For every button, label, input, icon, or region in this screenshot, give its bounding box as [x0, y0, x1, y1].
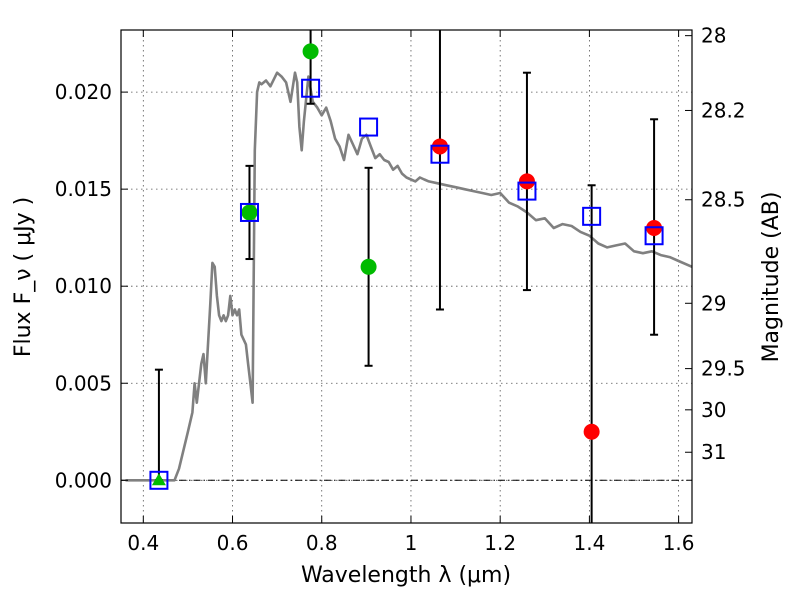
grid-lines — [121, 30, 692, 523]
y-tick-label: 0.015 — [55, 177, 112, 201]
y-axis-ticks: 0.000 0.005 0.010 0.015 0.020 — [55, 80, 128, 492]
x-tick-label: 1.6 — [663, 531, 695, 555]
y-tick-label: 0.000 — [55, 468, 112, 492]
x-axis-label: Wavelength λ (μm) — [301, 563, 511, 588]
magnitude-tick-label: 28.2 — [701, 98, 746, 122]
observed-point-green — [360, 258, 377, 275]
model-band-square — [239, 202, 259, 222]
x-tick-label: 1.2 — [484, 531, 516, 555]
magnitude-axis-ticks: 28 28.2 28.5 29 29.5 30 31 — [685, 24, 746, 464]
model-band-square — [149, 470, 169, 490]
x-tick-label: 0.6 — [217, 531, 249, 555]
model-spectrum-line — [125, 71, 693, 482]
magnitude-tick-label: 28.5 — [701, 188, 746, 212]
observed-point-triangle — [151, 473, 166, 486]
y-tick-label: 0.010 — [55, 274, 112, 298]
x-tick-label: 1.4 — [573, 531, 605, 555]
model-band-square — [644, 226, 664, 246]
magnitude-tick-label: 30 — [701, 398, 726, 422]
observed-point-red — [518, 173, 535, 190]
magnitude-tick-label: 29.5 — [701, 357, 746, 381]
error-bars — [154, 30, 659, 523]
magnitude-tick-label: 29 — [701, 291, 726, 315]
y-tick-label: 0.005 — [55, 371, 112, 395]
model-band-square — [517, 181, 537, 201]
observed-point-green — [241, 204, 258, 221]
plot-frame — [120, 29, 693, 524]
data-markers — [149, 43, 664, 490]
y-tick-label: 0.020 — [55, 80, 112, 104]
observed-point-green — [302, 43, 319, 60]
x-tick-label: 1 — [405, 531, 418, 555]
x-axis-ticks: 0.4 0.6 0.8 1 1.2 1.4 1.6 — [127, 30, 695, 555]
model-band-square — [430, 144, 450, 164]
magnitude-tick-label: 28 — [701, 24, 726, 48]
model-band-square — [582, 206, 602, 226]
y-axis-label: Flux F_ν ( μJy ) — [11, 197, 36, 357]
model-band-square — [301, 78, 321, 98]
observed-point-red — [583, 423, 600, 440]
x-tick-label: 0.8 — [306, 531, 338, 555]
magnitude-axis-label: Magnitude (AB) — [759, 192, 784, 363]
magnitude-tick-label: 31 — [701, 440, 726, 464]
model-band-square — [359, 117, 379, 137]
x-tick-label: 0.4 — [127, 531, 159, 555]
